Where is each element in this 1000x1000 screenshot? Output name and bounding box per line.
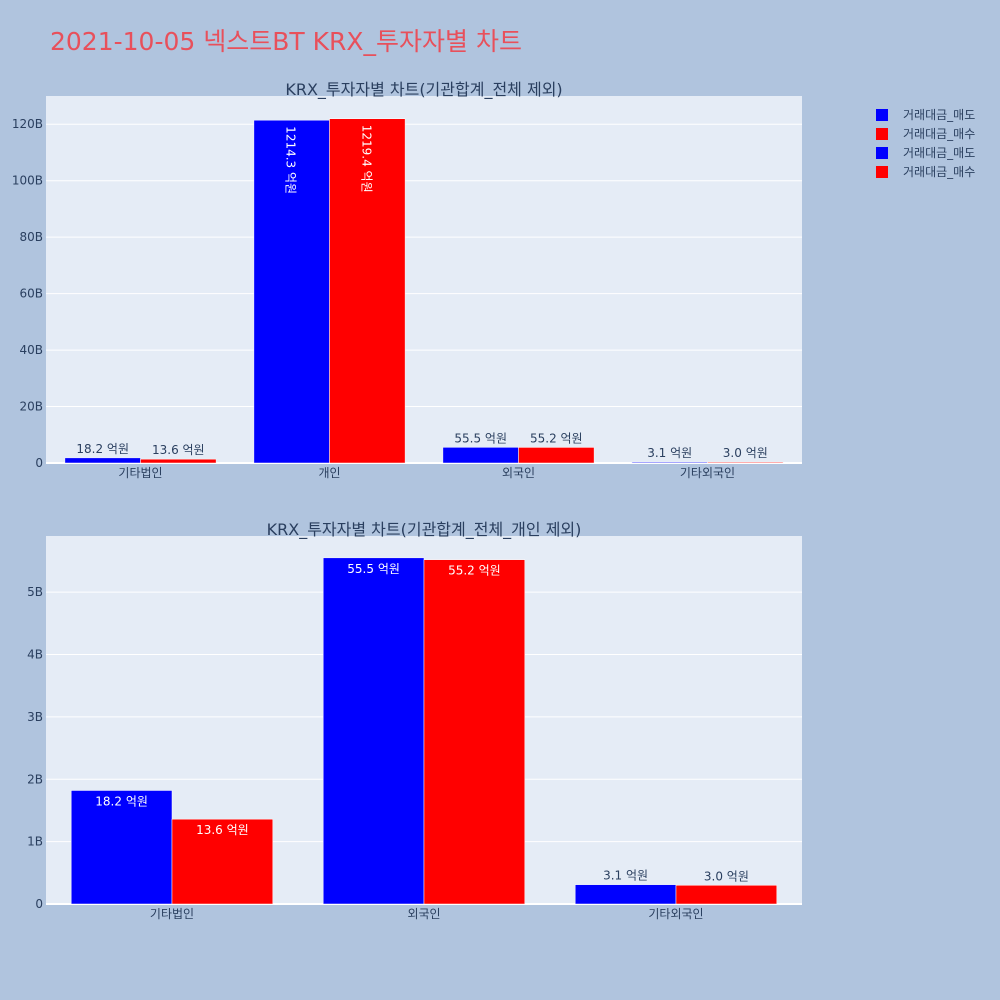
data-label-0-1-1: 1219.4 억원 [359,125,373,193]
bar-0-1-3 [707,461,784,464]
y-tick-label-0-4: 80B [19,230,43,244]
x-tick-label-1-2: 기타외국인 [648,907,703,921]
bar-1-1-2 [675,885,778,905]
x-tick-label-1-1: 외국인 [407,907,440,921]
legend-label-0: 거래대금_매도 [903,108,975,122]
data-label-1-1-2: 3.0 억원 [704,869,749,883]
y-tick-label-0-3: 60B [19,287,43,301]
y-tick-label-1-5: 5B [27,585,43,599]
y-tick-label-0-6: 120B [12,117,43,131]
legend-swatch-2 [876,147,888,159]
data-label-1-1-0: 13.6 억원 [196,823,249,837]
legend-label-1: 거래대금_매수 [903,127,975,141]
chart-title-1: KRX_투자자별 차트(기관합계_전체_개인 제외) [267,520,582,540]
y-tick-label-1-3: 3B [27,710,43,724]
bar-0-0-3 [631,461,708,464]
data-label-0-1-2: 55.2 억원 [530,431,583,445]
bar-0-0-2 [442,447,519,464]
data-label-0-0-2: 55.5 억원 [454,431,507,445]
legend-swatch-0 [876,109,888,121]
bar-1-0-1 [322,557,425,905]
x-tick-label-0-3: 기타외국인 [680,466,735,480]
chart-title-0: KRX_투자자별 차트(기관합계_전체 제외) [285,80,562,100]
x-tick-label-0-1: 개인 [318,466,340,480]
legend-label-2: 거래대금_매도 [903,146,975,160]
data-label-1-0-2: 3.1 억원 [603,869,648,883]
legend-swatch-1 [876,128,888,140]
y-tick-label-1-0: 0 [35,897,43,911]
bar-0-0-0 [64,457,141,464]
data-label-1-1-1: 55.2 억원 [448,564,501,578]
bar-1-0-2 [574,884,677,905]
data-label-0-0-3: 3.1 억원 [647,446,692,460]
x-tick-label-0-2: 외국인 [502,466,535,480]
page-title: 2021-10-05 넥스트BT KRX_투자자별 차트 [50,27,522,56]
y-tick-label-0-0: 0 [35,456,43,470]
bar-0-0-1 [253,119,330,464]
plot-area-0 [46,96,802,463]
x-tick-label-1-0: 기타법인 [150,907,194,921]
data-label-0-1-0: 13.6 억원 [152,443,205,457]
bar-0-1-0 [140,458,217,464]
bar-0-1-1 [329,118,406,464]
y-tick-label-1-2: 2B [27,772,43,786]
data-label-1-0-0: 18.2 억원 [95,794,148,808]
legend-label-3: 거래대금_매수 [903,165,975,179]
bar-1-0-0 [70,790,173,905]
bar-1-1-0 [171,818,274,905]
data-label-1-0-1: 55.5 억원 [347,562,400,576]
y-tick-label-0-1: 20B [19,400,43,414]
legend-swatch-3 [876,166,888,178]
data-label-0-0-0: 18.2 억원 [76,442,129,456]
data-label-0-1-3: 3.0 억원 [723,446,768,460]
data-label-0-0-1: 1214.3 억원 [284,126,298,194]
y-tick-label-0-5: 100B [12,174,43,188]
y-tick-label-1-1: 1B [27,835,43,849]
bar-1-1-1 [423,559,526,905]
y-tick-label-0-2: 40B [19,343,43,357]
x-tick-label-0-0: 기타법인 [118,466,162,480]
bar-0-1-2 [518,447,595,464]
y-tick-label-1-4: 4B [27,648,43,662]
